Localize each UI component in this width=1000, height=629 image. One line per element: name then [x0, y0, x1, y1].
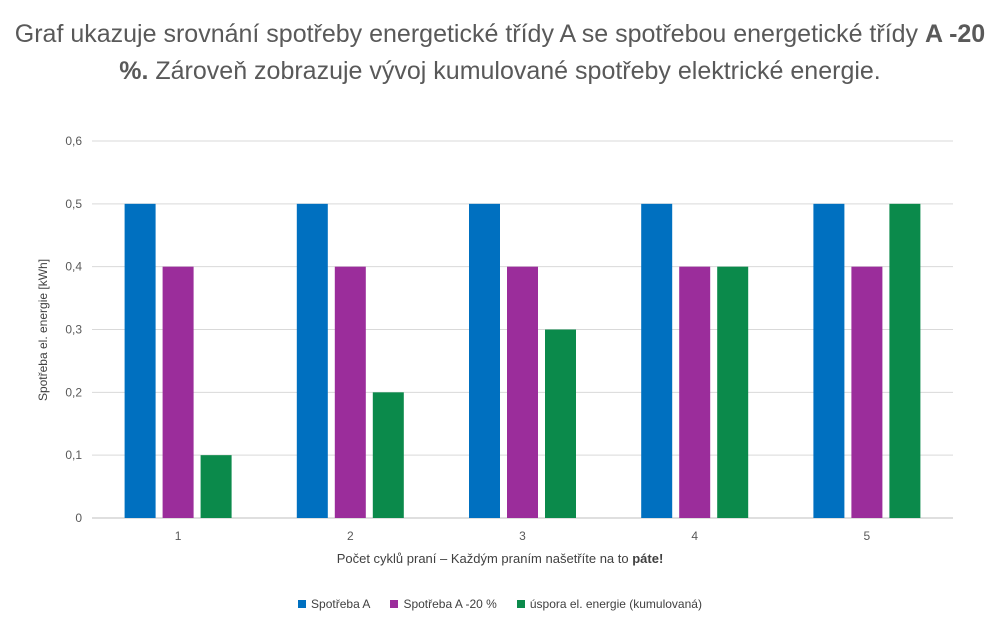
x-tick-label: 5 — [864, 529, 871, 543]
legend-item: Spotřeba A -20 % — [390, 597, 497, 611]
bar — [889, 203, 921, 519]
x-tick-label: 4 — [691, 529, 698, 543]
x-tick-label: 2 — [347, 529, 354, 543]
legend-swatch — [390, 600, 399, 608]
bar — [162, 266, 194, 518]
y-tick-label: 0,2 — [65, 385, 82, 399]
bar — [813, 203, 845, 519]
bar — [717, 266, 749, 518]
chart-title-part1: Graf ukazuje srovnání spotřeby energetic… — [14, 20, 925, 48]
x-tick-label: 1 — [175, 529, 182, 543]
x-axis-label: Počet cyklů praní – Každým praním našetř… — [0, 551, 1000, 566]
y-tick-label: 0,4 — [65, 260, 82, 274]
y-axis-label: Spotřeba el. energie [kWh] — [36, 258, 50, 402]
chart-title-bold: A -20 %. — [119, 20, 986, 85]
bar — [296, 203, 328, 519]
legend-label: Spotřeba A — [311, 597, 371, 611]
x-axis-label-bold: páte! — [632, 551, 664, 566]
y-tick-label: 0 — [75, 511, 82, 525]
bar — [507, 266, 538, 518]
chart-title: Graf ukazuje srovnání spotřeby energetic… — [0, 16, 1000, 90]
bar — [679, 266, 711, 518]
chart-legend: Spotřeba A Spotřeba A -20 % úspora el. ene… — [0, 597, 1000, 611]
y-tick-label: 0,1 — [65, 448, 82, 462]
y-tick-label: 0,6 — [65, 134, 82, 148]
bar — [334, 266, 366, 518]
bar — [641, 203, 673, 519]
legend-item: Spotřeba A — [298, 597, 370, 611]
bar — [851, 266, 883, 518]
x-tick-label: 3 — [519, 529, 526, 543]
chart-title-part2: Zároveň zobrazuje vývoj kumulované spotř… — [148, 57, 881, 85]
x-axis-label-text: Počet cyklů praní – Každým praním našetř… — [336, 551, 633, 566]
legend-label: Spotřeba A -20 % — [403, 597, 497, 611]
legend-item: úspora el. energie (kumulovaná) — [516, 597, 702, 611]
legend-swatch — [298, 600, 307, 608]
bar — [200, 455, 232, 518]
bar — [469, 203, 500, 519]
legend-swatch — [516, 600, 525, 608]
bar — [545, 329, 576, 518]
legend-label: úspora el. energie (kumulovaná) — [529, 597, 702, 611]
bar — [124, 203, 156, 519]
y-tick-label: 0,5 — [65, 197, 82, 211]
y-tick-label: 0,3 — [65, 323, 82, 337]
bar — [372, 392, 404, 518]
